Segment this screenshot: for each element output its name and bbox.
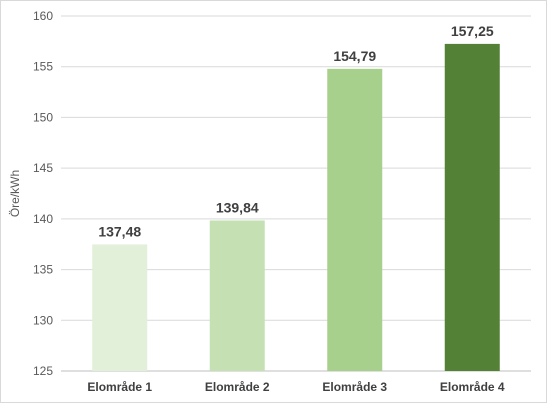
data-label-1: 137,48 xyxy=(98,223,141,239)
y-tick-label: 155 xyxy=(33,60,53,74)
data-label-4: 157,25 xyxy=(451,23,494,39)
y-axis-label: Öre/kWh xyxy=(8,170,22,217)
y-tick-label: 125 xyxy=(33,364,53,378)
x-tick-label: Elområde 1 xyxy=(87,380,152,394)
data-labels: 137,48 139,84 154,79 157,25 xyxy=(98,23,494,240)
y-tick-label: 130 xyxy=(33,313,53,327)
bar-1 xyxy=(92,244,148,371)
y-tick-label: 135 xyxy=(33,263,53,277)
y-axis-ticks: 125 130 135 140 145 150 155 160 xyxy=(33,9,53,378)
x-axis-ticks: Elområde 1 Elområde 2 Elområde 3 Elområde 4 xyxy=(87,380,505,394)
data-label-3: 154,79 xyxy=(333,48,376,64)
bars xyxy=(92,43,500,372)
bar-4 xyxy=(444,43,500,372)
y-tick-label: 140 xyxy=(33,212,53,226)
data-label-2: 139,84 xyxy=(216,199,259,215)
x-tick-label: Elområde 2 xyxy=(205,380,270,394)
bar-2 xyxy=(209,220,265,371)
bar-3 xyxy=(327,68,383,371)
y-tick-label: 150 xyxy=(33,110,53,124)
y-tick-label: 145 xyxy=(33,161,53,175)
y-tick-label: 160 xyxy=(33,9,53,23)
x-tick-label: Elområde 4 xyxy=(440,380,505,394)
x-tick-label: Elområde 3 xyxy=(322,380,387,394)
